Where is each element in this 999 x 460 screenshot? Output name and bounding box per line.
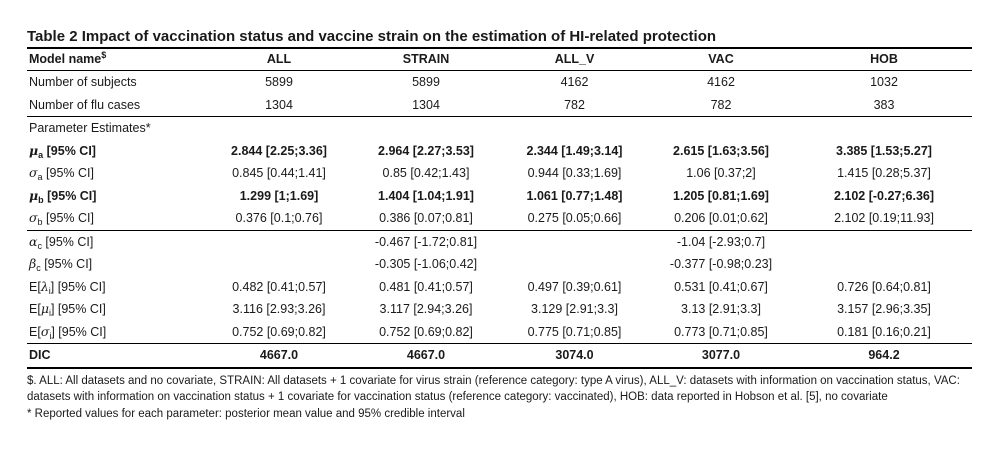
row-label: αc [95% CI] xyxy=(27,229,207,253)
cell: 1.205 [0.81;1.69] xyxy=(673,188,769,203)
header-all: ALL xyxy=(207,47,349,71)
row-mu-b: μb [95% CI] 1.299 [1;1.69] 1.404 [1.04;1… xyxy=(27,185,972,208)
cell xyxy=(207,253,349,276)
cell: 1.06 [0.37;2] xyxy=(686,166,756,180)
cell: 3.116 [2.93;3.26] xyxy=(232,302,326,316)
cell: 4162 xyxy=(707,75,735,89)
row-e-sigma: E[σi] [95% CI] 0.752 [0.69;0.82] 0.752 [… xyxy=(27,321,972,344)
table-title: Table 2 Impact of vaccination status and… xyxy=(27,28,717,45)
cell: 3.129 [2.91;3.3] xyxy=(531,302,618,316)
cell: 2.615 [1.63;3.56] xyxy=(673,143,769,158)
cell: 1.404 [1.04;1.91] xyxy=(378,188,474,203)
cell: 0.752 [0.69;0.82] xyxy=(232,324,326,339)
cell: 1.061 [0.77;1.48] xyxy=(526,188,623,203)
cell: 782 xyxy=(710,97,732,112)
cell: 0.775 [0.71;0.85] xyxy=(527,324,622,339)
cell: -0.467 [-1.72;0.81] xyxy=(349,229,501,253)
cell: 4162 xyxy=(560,75,589,89)
row-section-parameters: Parameter Estimates* xyxy=(27,116,972,140)
cell: 1.299 [1;1.69] xyxy=(239,188,319,203)
cell: 2.102 [-0.27;6.36] xyxy=(833,188,935,203)
cell: 0.497 [0.39;0.61] xyxy=(527,279,622,294)
cell: 3.13 [2.91;3.3] xyxy=(681,302,761,316)
cell: 2.844 [2.25;3.36] xyxy=(231,143,327,158)
cell: 0.85 [0.42;1.43] xyxy=(382,166,470,180)
row-mu-a: μa [95% CI] 2.844 [2.25;3.36] 2.964 [2.2… xyxy=(27,140,972,163)
cell: 782 xyxy=(564,97,585,112)
cell: 3.385 [1.53;5.27] xyxy=(836,143,932,158)
cell: 2.344 [1.49;3.14] xyxy=(526,143,623,158)
cell: 1304 xyxy=(412,97,440,112)
row-e-lambda: E[λi] [95% CI] 0.482 [0.41;0.57] 0.481 [… xyxy=(27,276,972,299)
row-label: μa [95% CI] xyxy=(29,142,96,160)
cell: 5899 xyxy=(412,75,440,89)
cell: 964.2 xyxy=(794,343,972,369)
row-sigma-b: σb [95% CI] 0.376 [0.1;0.76] 0.386 [0.07… xyxy=(27,207,972,230)
footnote-model-names: $. ALL: All datasets and no covariate, S… xyxy=(27,374,960,404)
footnote-reported-values: * Reported values for each parameter: po… xyxy=(27,407,465,420)
header-row: Model name$ ALL STRAIN ALL_V VAC HOB xyxy=(27,47,972,71)
row-label: σa [95% CI] xyxy=(29,165,94,182)
row-e-mu: E[μi] [95% CI] 3.116 [2.93;3.26] 3.117 [… xyxy=(27,298,972,321)
header-strain: STRAIN xyxy=(349,47,501,71)
row-subjects: Number of subjects 5899 5899 4162 4162 1… xyxy=(27,71,972,94)
cell: 3.157 [2.96;3.35] xyxy=(837,302,931,316)
row-label: Number of subjects xyxy=(29,75,137,89)
cell: 2.964 [2.27;3.53] xyxy=(378,143,474,158)
cell xyxy=(501,229,646,253)
row-label: μb [95% CI] xyxy=(29,187,97,205)
cell: 383 xyxy=(873,97,895,112)
row-dic: DIC 4667.0 4667.0 3074.0 3077.0 964.2 xyxy=(27,343,972,369)
cell: 0.275 [0.05;0.66] xyxy=(527,211,622,225)
cell: -0.377 [-0.98;0.23] xyxy=(669,257,773,271)
row-sigma-a: σa [95% CI] 0.845 [0.44;1.41] 0.85 [0.42… xyxy=(27,162,972,185)
cell: 0.944 [0.33;1.69] xyxy=(527,166,622,180)
header-hob: HOB xyxy=(794,47,972,71)
row-alpha-c: αc [95% CI] -0.467 [-1.72;0.81] -1.04 [-… xyxy=(27,229,972,253)
cell xyxy=(207,229,349,253)
cell: 0.206 [0.01;0.62] xyxy=(674,211,768,225)
cell xyxy=(501,253,646,276)
section-label: Parameter Estimates* xyxy=(27,116,972,140)
cell: 1.415 [0.28;5.37] xyxy=(837,166,931,180)
cell: 5899 xyxy=(265,75,293,89)
cell: 0.376 [0.1;0.76] xyxy=(235,211,323,225)
cell: 4667.0 xyxy=(349,343,501,369)
cell: -1.04 [-2.93;0.7] xyxy=(646,229,794,253)
results-table: Model name$ ALL STRAIN ALL_V VAC HOB Num… xyxy=(27,47,972,369)
row-cases: Number of flu cases 1304 1304 782 782 38… xyxy=(27,94,972,117)
cell: 3077.0 xyxy=(646,343,794,369)
cell: 0.386 [0.07;0.81] xyxy=(379,211,473,225)
row-label: DIC xyxy=(27,343,207,369)
row-label: Number of flu cases xyxy=(29,97,141,112)
row-label: E[μi] [95% CI] xyxy=(29,301,106,318)
table-footnotes: $. ALL: All datasets and no covariate, S… xyxy=(27,373,972,423)
cell: 0.482 [0.41;0.57] xyxy=(232,279,326,294)
cell: 0.481 [0.41;0.57] xyxy=(379,279,473,294)
cell: 3.117 [2.94;3.26] xyxy=(379,302,473,316)
cell: 0.726 [0.64;0.81] xyxy=(837,279,931,294)
header-model-name: Model name$ xyxy=(27,47,207,71)
row-label: βc [95% CI] xyxy=(29,256,93,273)
row-label: E[λi] [95% CI] xyxy=(29,278,106,296)
cell: 0.752 [0.69;0.82] xyxy=(379,324,473,339)
cell: 1032 xyxy=(870,75,898,89)
header-all-v: ALL_V xyxy=(501,47,646,71)
cell: 0.181 [0.16;0.21] xyxy=(837,324,931,339)
cell xyxy=(794,229,972,253)
cell: 0.773 [0.71;0.85] xyxy=(674,324,768,339)
cell: 3074.0 xyxy=(501,343,646,369)
cell: 0.845 [0.44;1.41] xyxy=(232,166,326,180)
row-beta-c: βc [95% CI] -0.305 [-1.06;0.42] -0.377 [… xyxy=(27,253,972,276)
cell xyxy=(794,253,972,276)
cell: 2.102 [0.19;11.93] xyxy=(834,211,934,225)
cell: 0.531 [0.41;0.67] xyxy=(674,279,768,294)
cell: 4667.0 xyxy=(207,343,349,369)
header-vac: VAC xyxy=(646,47,794,71)
cell: 1304 xyxy=(265,97,293,112)
row-label: E[σi] [95% CI] xyxy=(29,323,107,341)
cell: -0.305 [-1.06;0.42] xyxy=(374,257,478,271)
row-label: σb [95% CI] xyxy=(29,210,94,227)
